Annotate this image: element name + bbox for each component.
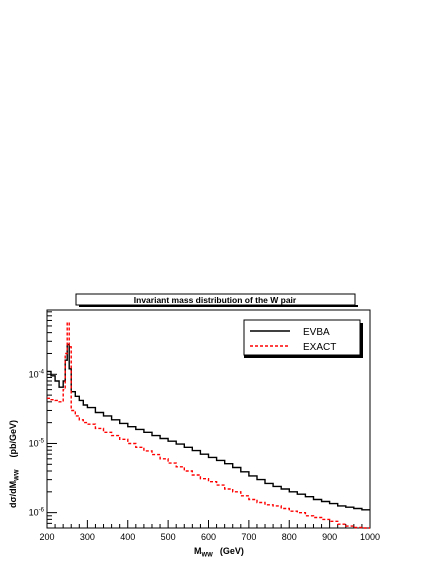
y-tick-label: 10-6 xyxy=(29,508,45,518)
x-tick-label: 400 xyxy=(120,532,135,542)
series-line-exact xyxy=(47,321,370,529)
x-tick-label: 700 xyxy=(241,532,256,542)
y-axis-label: dσ/dMWW (pb/GeV) xyxy=(8,420,21,508)
y-axis-label-sub: WW xyxy=(15,469,21,481)
series-layer xyxy=(47,321,370,529)
y-tick-label: 10-5 xyxy=(29,438,45,448)
title-box-shadow xyxy=(79,305,358,307)
legend-frame xyxy=(243,319,361,356)
x-axis-label-unit: (GeV) xyxy=(220,546,244,556)
y-axis-label-unit: (pb/GeV) xyxy=(8,420,18,458)
chart-title-box: Invariant mass distribution of the W pai… xyxy=(75,293,358,307)
legend: EVBA EXACT xyxy=(243,319,363,358)
x-tick-label: 200 xyxy=(39,532,54,542)
axis-ticks: 200 300 400 500 600 700 800 900 1000 10-4 10-5 10-6 xyxy=(29,311,380,542)
x-axis-label: MWW (GeV) xyxy=(194,546,244,559)
x-axis-label-main: M xyxy=(194,546,202,556)
series-line-evba xyxy=(47,343,370,511)
legend-shadow xyxy=(244,355,363,358)
y-tick-label: 10-4 xyxy=(29,369,45,379)
legend-label-evba: EVBA xyxy=(303,327,330,338)
x-tick-label: 900 xyxy=(322,532,337,542)
x-axis-label-sub: WW xyxy=(202,553,214,559)
x-tick-label: 800 xyxy=(282,532,297,542)
x-tick-label: 300 xyxy=(80,532,95,542)
x-tick-label: 600 xyxy=(201,532,216,542)
y-axis-label-main: dσ/dM xyxy=(8,481,18,508)
chart-title: Invariant mass distribution of the W pai… xyxy=(134,295,297,305)
legend-shadow-side xyxy=(360,323,363,355)
x-tick-label: 500 xyxy=(161,532,176,542)
legend-label-exact: EXACT xyxy=(303,342,336,353)
x-tick-label: 1000 xyxy=(360,532,380,542)
